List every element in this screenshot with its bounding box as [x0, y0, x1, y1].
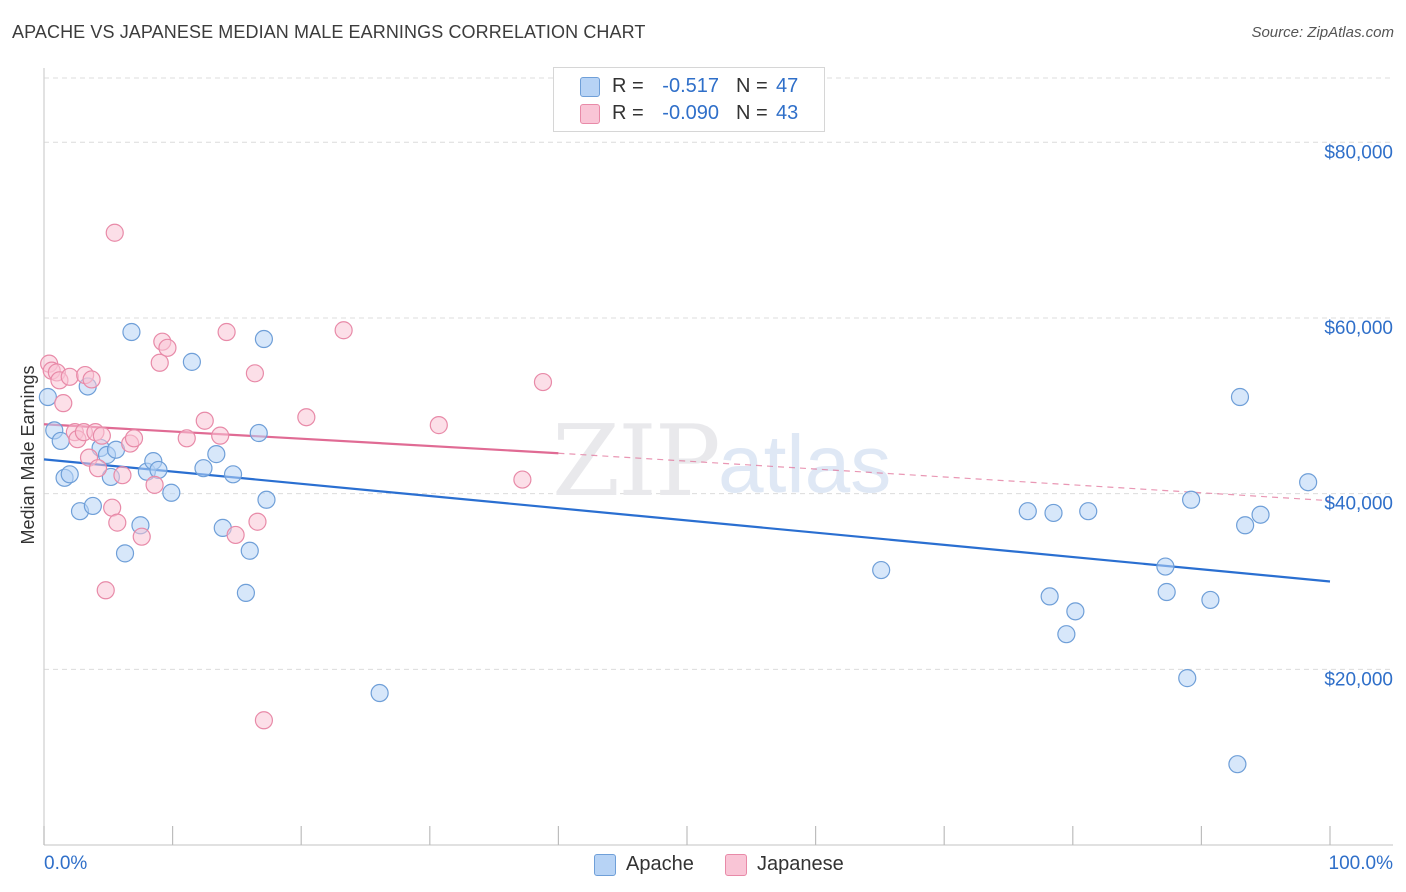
japanese-point [254, 711, 274, 730]
apache-point [1299, 473, 1318, 492]
japanese-point [513, 470, 532, 489]
japanese-point [158, 338, 177, 357]
x-tick-label: 0.0% [44, 853, 87, 874]
axes-layer [43, 68, 1393, 846]
japanese-point [334, 321, 353, 340]
japanese-point [195, 411, 214, 430]
apache-point [1044, 503, 1063, 523]
japanese-swatch [725, 854, 747, 876]
japanese-point [124, 429, 144, 448]
apache-point [1230, 387, 1250, 407]
japanese-point [88, 459, 108, 478]
japanese-point [60, 367, 79, 386]
trend-layer [43, 423, 1331, 583]
japanese-point [248, 512, 267, 531]
apache-point [872, 560, 891, 580]
apache-point [115, 544, 135, 563]
japanese-point [245, 364, 265, 383]
apache-point [236, 583, 256, 602]
apache-point [249, 423, 268, 443]
y-tick-label: $60,000 [1324, 318, 1393, 339]
n-value: 47 [776, 75, 799, 97]
apache-point [254, 329, 274, 349]
legend-row-japanese: R = -0.090 N = 43 [554, 100, 824, 128]
apache-point [1066, 602, 1085, 621]
apache-point [1182, 490, 1201, 509]
japanese-point [145, 475, 164, 494]
japanese-point [54, 394, 73, 413]
y-tick-label: $20,000 [1324, 669, 1393, 690]
y-tick-label: $40,000 [1324, 494, 1393, 515]
apache-point [223, 465, 243, 484]
apache-point [1251, 505, 1270, 524]
japanese-point [82, 370, 101, 389]
n-value: 43 [776, 102, 799, 124]
apache-point [1236, 516, 1255, 535]
apache-swatch [594, 854, 616, 876]
r-label: R = [612, 75, 644, 97]
stats-legend: R = -0.517 N = 47 R = -0.090 N = 43 [553, 67, 825, 132]
apache-point [182, 352, 201, 371]
japanese-point [177, 429, 196, 448]
apache-point [1156, 557, 1175, 576]
chart-title: APACHE VS JAPANESE MEDIAN MALE EARNINGS … [12, 22, 646, 42]
watermark: ZIP atlas [552, 405, 891, 519]
japanese-point [217, 322, 236, 342]
apache-point [122, 322, 141, 342]
r-value: -0.517 [662, 75, 719, 97]
apache-point [60, 465, 79, 484]
japanese-point [92, 426, 111, 445]
r-value: -0.090 [662, 102, 719, 124]
watermark-atlas: atlas [718, 419, 891, 510]
apache-point [194, 459, 213, 478]
japanese-point [108, 513, 127, 532]
apache-point [83, 496, 102, 516]
apache-point [1178, 669, 1197, 688]
apache-point [1040, 587, 1059, 606]
apache-label: Apache [626, 853, 694, 875]
legend-row-apache: R = -0.517 N = 47 [554, 73, 824, 101]
source-label: Source: ZipAtlas.com [1251, 24, 1394, 41]
apache-point [162, 483, 181, 502]
japanese-point [429, 416, 448, 435]
apache-point [1057, 625, 1076, 644]
japanese-point [150, 353, 169, 372]
apache-point [149, 460, 168, 480]
apache-point [1079, 502, 1098, 521]
apache-point [38, 387, 57, 407]
japanese-point [105, 223, 124, 242]
labels-layer: $20,000 $40,000 $60,000 $80,000 0.0% 100.0% Me… [18, 142, 1393, 874]
japanese-point [533, 372, 553, 392]
japanese-point [226, 525, 245, 545]
japanese-point [297, 408, 316, 427]
japanese-point [132, 527, 151, 546]
apache-point [1018, 502, 1037, 521]
y-tick-label: $80,000 [1324, 142, 1393, 163]
japanese-swatch [580, 104, 600, 124]
n-label: N = [736, 75, 768, 97]
japanese-point [113, 466, 132, 485]
japanese-point [211, 426, 230, 445]
n-label: N = [736, 102, 768, 124]
apache-point [240, 541, 259, 560]
y-axis-label: Median Male Earnings [18, 365, 38, 544]
apache-point [1157, 582, 1176, 602]
apache-point [257, 490, 276, 509]
apache-point [1201, 590, 1220, 610]
japanese-label: Japanese [757, 853, 844, 875]
apache-trendline [43, 458, 1331, 583]
r-label: R = [612, 102, 644, 124]
japanese-point [96, 581, 115, 600]
apache-point [370, 683, 389, 703]
japanese-trendline [43, 423, 559, 455]
apache-point [1228, 755, 1247, 774]
apache-swatch [580, 77, 600, 97]
x-tick-label: 100.0% [1329, 853, 1394, 874]
points-layer [38, 223, 1318, 774]
japanese-trendline-extension [558, 452, 1331, 502]
apache-point [207, 445, 226, 464]
